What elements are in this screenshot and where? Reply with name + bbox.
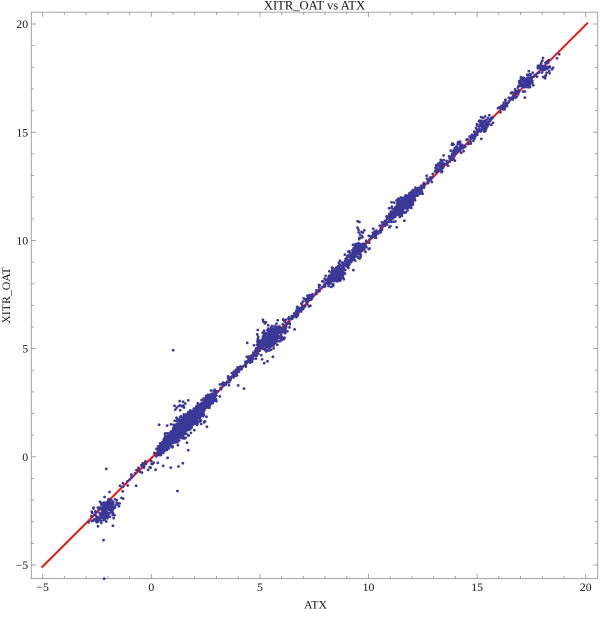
svg-text:10: 10 — [363, 580, 375, 594]
svg-text:20: 20 — [16, 17, 28, 31]
svg-text:5: 5 — [257, 580, 263, 594]
svg-text:15: 15 — [471, 580, 483, 594]
svg-text:0: 0 — [148, 580, 154, 594]
svg-text:5: 5 — [22, 342, 28, 356]
svg-text:ATX: ATX — [304, 598, 327, 612]
svg-text:10: 10 — [16, 234, 28, 248]
svg-text:20: 20 — [580, 580, 592, 594]
svg-text:XITR_OAT vs ATX: XITR_OAT vs ATX — [264, 0, 365, 13]
svg-text:−5: −5 — [36, 580, 49, 594]
svg-text:15: 15 — [16, 125, 28, 139]
svg-text:−5: −5 — [16, 558, 29, 572]
svg-text:0: 0 — [22, 450, 28, 464]
svg-text:XITR_OAT: XITR_OAT — [0, 267, 13, 324]
